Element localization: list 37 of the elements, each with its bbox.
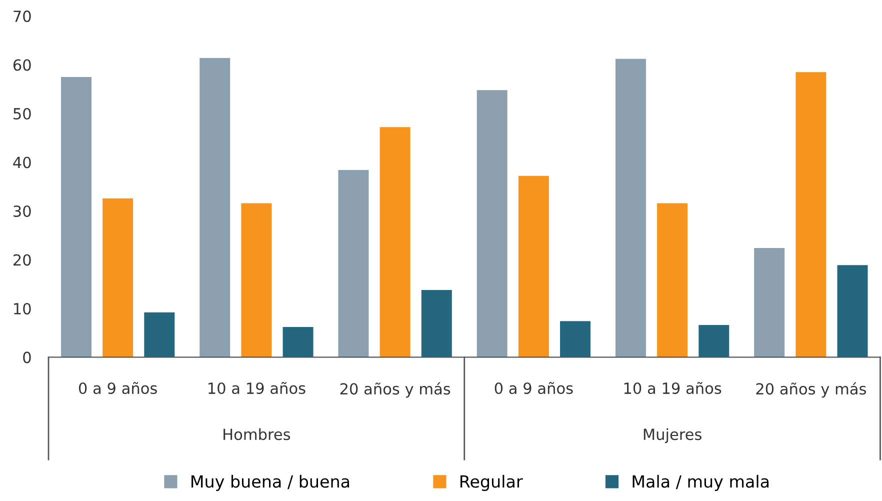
bar [380, 127, 410, 358]
legend-label: Regular [460, 474, 523, 492]
bar [476, 90, 508, 358]
y-tick-label: 30 [14, 205, 31, 218]
bar [338, 170, 369, 358]
bar [200, 58, 230, 358]
y-tick-label: 0 [23, 352, 31, 364]
x-tick-label: 20 años y más [340, 382, 450, 398]
bar [421, 290, 452, 358]
legend-label: Mala / muy mala [632, 474, 769, 492]
bar [615, 58, 646, 358]
bar [698, 325, 730, 358]
bar [282, 326, 314, 358]
x-tick-label: 0 a 9 años [494, 382, 573, 394]
x-tick-label: 20 años y más [756, 382, 866, 398]
bar [560, 321, 591, 358]
y-tick-label: 60 [13, 59, 31, 71]
y-tick-label: 10 [14, 302, 31, 314]
bar [241, 203, 272, 358]
bar [102, 198, 134, 358]
y-tick-label: 70 [14, 10, 31, 22]
bar [657, 203, 688, 358]
bar [837, 265, 868, 358]
bar [144, 312, 175, 358]
y-tick-label: 50 [14, 108, 31, 120]
x-tick-label: 10 a 19 años [208, 382, 306, 394]
text: Hombres [224, 428, 290, 440]
text: Mujeres [644, 428, 702, 444]
y-tick-label: 40 [13, 156, 31, 168]
x-tick-label: 0 a 9 años [78, 382, 157, 394]
legend-label: Muy buena / buena [192, 474, 350, 492]
x-tick-label: 10 a 19 años [624, 382, 722, 394]
bar [60, 76, 92, 358]
y-tick-label: 20 [14, 254, 31, 266]
bar [754, 248, 785, 358]
bar [518, 176, 549, 358]
bar [796, 72, 826, 358]
